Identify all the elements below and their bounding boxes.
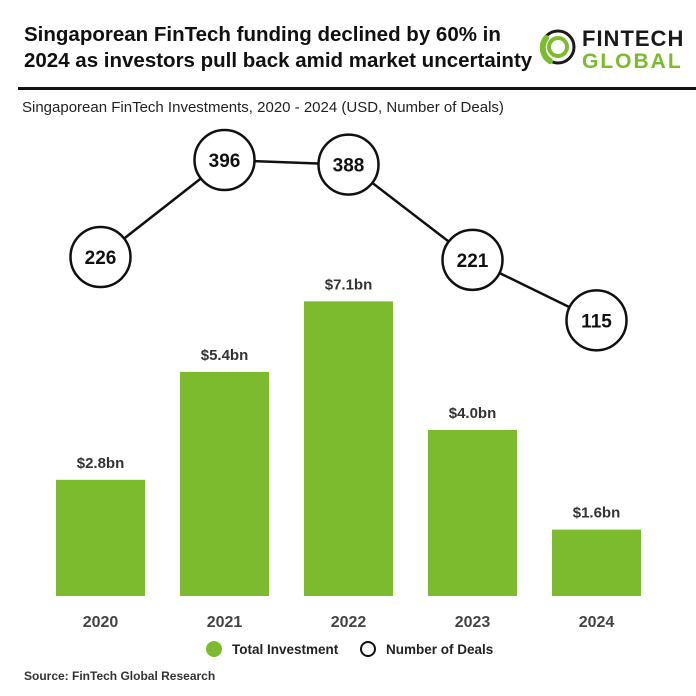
- deals-point-2020: [69, 225, 132, 289]
- bar-label-2024: $1.6bn: [573, 505, 621, 522]
- logo-text-fintech: FINTECH: [582, 26, 685, 51]
- x-tick-label-2024: 2024: [579, 614, 615, 631]
- bar-2023: [428, 430, 517, 596]
- deals-label-2023: 221: [457, 251, 489, 272]
- bar-2022: [304, 301, 393, 596]
- deals-point-2021: [193, 128, 256, 192]
- legend: Total Investment Number of Deals: [0, 641, 696, 665]
- legend-item-deals: Number of Deals: [360, 641, 493, 657]
- source-note: Source: FinTech Global Research: [24, 669, 216, 683]
- bar-2024: [552, 529, 641, 596]
- legend-swatch-deals: [360, 641, 376, 657]
- page-title: Singaporean FinTech funding declined by …: [24, 22, 544, 74]
- x-tick-label-2022: 2022: [331, 614, 367, 631]
- deals-point-2023: [441, 228, 504, 292]
- legend-label-investment: Total Investment: [232, 641, 339, 657]
- deals-point-2022: [317, 133, 380, 196]
- header: Singaporean FinTech funding declined by …: [0, 0, 696, 92]
- x-tick-label-2021: 2021: [207, 614, 243, 631]
- deals-point-2024: [565, 289, 628, 352]
- bar-label-2022: $7.1bn: [325, 276, 373, 293]
- x-tick-label-2020: 2020: [83, 614, 119, 631]
- bar-label-2023: $4.0bn: [449, 405, 497, 422]
- chart-subtitle: Singaporean FinTech Investments, 2020 - …: [22, 99, 504, 116]
- fintech-global-logo: FINTECH GLOBAL: [538, 26, 688, 74]
- header-divider: [18, 87, 696, 90]
- deals-label-2020: 226: [85, 248, 117, 269]
- legend-label-deals: Number of Deals: [386, 641, 494, 657]
- legend-item-investment: Total Investment: [206, 641, 338, 657]
- title-line-2: 2024 as investors pull back amid market …: [24, 49, 533, 72]
- logo-ring-icon: [539, 29, 576, 65]
- bar-2020: [56, 479, 145, 596]
- bar-label-2020: $2.8bn: [77, 455, 125, 472]
- bar-label-2021: $5.4bn: [201, 347, 249, 364]
- bar-2021: [180, 371, 269, 596]
- deals-label-2024: 115: [581, 311, 612, 332]
- logo-text-global: GLOBAL: [582, 50, 683, 73]
- title-line-1: Singaporean FinTech funding declined by …: [24, 23, 501, 46]
- x-tick-label-2023: 2023: [455, 614, 491, 631]
- deals-label-2022: 388: [333, 156, 365, 177]
- deals-label-2021: 396: [209, 151, 241, 172]
- legend-swatch-investment: [206, 641, 222, 657]
